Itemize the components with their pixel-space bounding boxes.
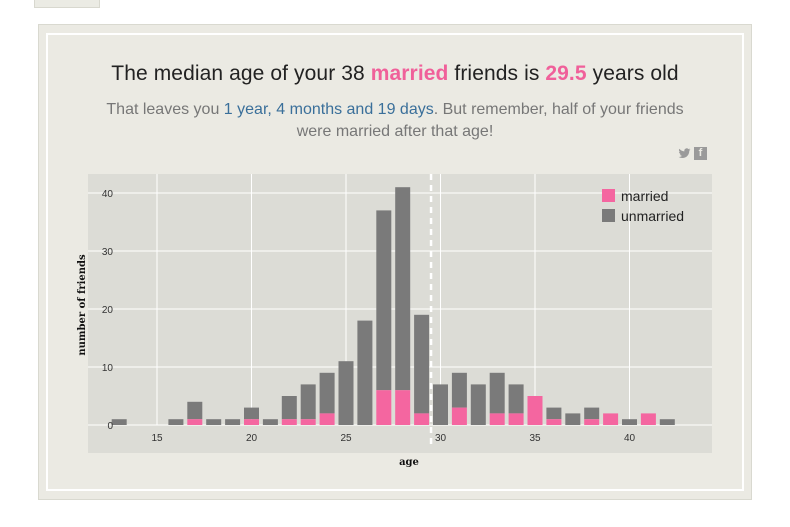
bar-married <box>300 419 316 425</box>
bar-married <box>281 419 297 425</box>
twitter-icon[interactable] <box>678 147 691 160</box>
bar-unmarried <box>244 407 259 420</box>
x-axis-label: age <box>399 457 419 468</box>
bar-married <box>508 413 524 425</box>
headline: The median age of your 38 married friend… <box>0 62 790 86</box>
subline: That leaves you 1 year, 4 months and 19 … <box>100 99 690 143</box>
bar-unmarried <box>111 419 127 425</box>
bar-unmarried <box>433 384 448 425</box>
y-tick-label: 40 <box>102 189 114 200</box>
bar-married <box>451 407 467 425</box>
share-icons: f <box>678 147 707 160</box>
headline-middle: friends is <box>448 62 546 85</box>
bar-unmarried <box>489 372 505 414</box>
legend-swatch-unmarried <box>602 209 615 222</box>
time-left: 1 year, 4 months and 19 days <box>223 101 434 118</box>
x-tick-label: 30 <box>435 433 447 444</box>
y-tick-labels: 0 10 20 30 40 <box>102 189 114 432</box>
subline-prefix: That leaves you <box>106 101 224 118</box>
y-tick-label: 20 <box>102 305 114 316</box>
bar-unmarried <box>168 419 184 425</box>
x-tick-label: 15 <box>151 433 163 444</box>
bar-married <box>489 413 505 425</box>
bar-unmarried <box>300 384 316 420</box>
bar-married <box>395 390 411 425</box>
bar-unmarried <box>262 419 278 425</box>
x-tick-labels: 15 20 25 30 35 40 <box>151 433 635 444</box>
y-tick-label: 0 <box>107 421 113 432</box>
bar-married <box>319 413 335 425</box>
status-word: married <box>370 62 449 85</box>
friend-count: 38 <box>341 62 365 85</box>
y-tick-label: 30 <box>102 247 114 258</box>
bar-unmarried <box>659 419 675 425</box>
x-tick-label: 40 <box>624 433 636 444</box>
bar-married <box>527 396 543 425</box>
bar-unmarried <box>622 419 637 425</box>
y-tick-label: 10 <box>102 363 114 374</box>
headline-prefix: The median age of your <box>111 62 342 85</box>
legend: married unmarried <box>602 188 684 224</box>
bar-unmarried <box>225 419 241 425</box>
bar-unmarried <box>376 210 392 391</box>
bar-unmarried <box>395 187 411 391</box>
y-axis-label: number of friends <box>77 254 88 356</box>
facebook-icon[interactable]: f <box>694 147 707 160</box>
bar-unmarried <box>357 320 373 425</box>
bars <box>111 187 675 425</box>
bar-unmarried <box>451 372 467 408</box>
bar-unmarried <box>338 361 354 425</box>
legend-label-married: married <box>621 188 668 204</box>
bar-unmarried <box>470 384 486 425</box>
bar-unmarried <box>508 384 524 414</box>
legend-swatch-married <box>602 189 615 202</box>
bar-unmarried <box>319 372 335 414</box>
bar-unmarried <box>414 314 430 414</box>
bar-married <box>603 413 619 425</box>
bar-unmarried <box>206 419 222 425</box>
bar-married <box>244 419 259 425</box>
bar-unmarried <box>584 407 600 420</box>
median-age: 29.5 <box>545 62 587 85</box>
bar-married <box>187 419 203 425</box>
top-tab-strip <box>34 0 100 8</box>
bar-married <box>376 390 392 425</box>
bar-married <box>546 419 562 425</box>
bar-unmarried <box>187 401 203 420</box>
x-tick-label: 35 <box>529 433 541 444</box>
bar-married <box>584 419 600 425</box>
bar-married <box>640 413 656 425</box>
legend-label-unmarried: unmarried <box>621 208 684 224</box>
x-tick-label: 20 <box>246 433 258 444</box>
bar-unmarried <box>565 413 581 425</box>
subline-suffix: . But remember, half of your friends wer… <box>296 101 684 140</box>
x-tick-label: 25 <box>340 433 352 444</box>
bar-unmarried <box>281 396 297 420</box>
headline-suffix: years old <box>586 62 679 85</box>
bar-married <box>414 413 430 425</box>
bar-unmarried <box>546 407 562 420</box>
